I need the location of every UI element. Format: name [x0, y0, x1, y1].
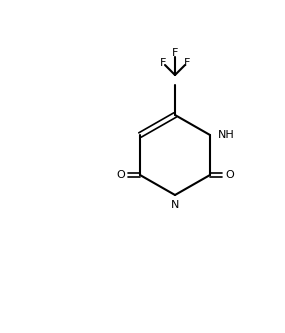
- Text: N: N: [171, 200, 179, 210]
- Text: F: F: [184, 58, 190, 68]
- Text: O: O: [225, 170, 234, 180]
- Text: NH: NH: [218, 130, 235, 140]
- Text: F: F: [160, 58, 166, 68]
- Text: O: O: [116, 170, 125, 180]
- Text: F: F: [172, 48, 178, 58]
